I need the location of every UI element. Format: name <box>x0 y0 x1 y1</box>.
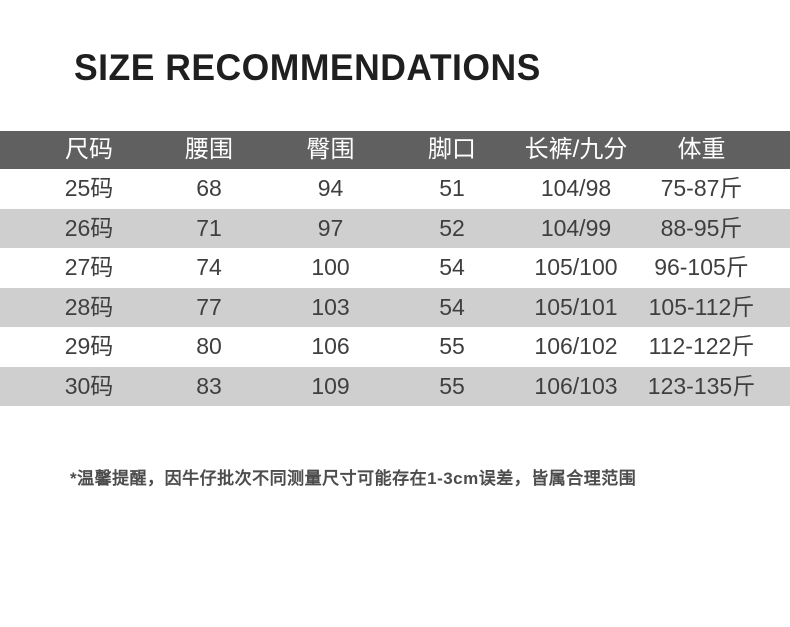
disclaimer-footnote: *温馨提醒，因牛仔批次不同测量尺寸可能存在1-3cm误差，皆属合理范围 <box>70 469 637 488</box>
column-header: 脚口 <box>391 131 513 169</box>
page-title: SIZE RECOMMENDATIONS <box>74 47 541 88</box>
table-cell: 71 <box>196 214 222 241</box>
table-cell: 104/98 <box>540 175 612 202</box>
column-header: 长裤/九分 <box>513 131 639 169</box>
column-header: 臀围 <box>270 131 391 169</box>
table-cell: 103 <box>311 293 350 320</box>
table-cell: 68 <box>196 175 222 202</box>
table-cell: 106/102 <box>534 333 618 360</box>
table-cell: 112-122斤 <box>648 333 755 360</box>
size-recommendations-table: 尺码 腰围 臀围 脚口 长裤/九分 体重 25码 68 94 51 104/98 75-87斤 26码… <box>0 131 790 406</box>
table-cell: 28码 <box>64 293 114 320</box>
table-cell: 104/99 <box>540 214 612 241</box>
table-cell: 26码 <box>64 214 114 241</box>
table-header: 尺码 腰围 臀围 脚口 长裤/九分 体重 <box>0 131 790 169</box>
table-cell: 109 <box>311 372 350 399</box>
table-cell: 52 <box>439 214 465 241</box>
table-cell: 105/100 <box>534 254 618 281</box>
table-header-row: 尺码 腰围 臀围 脚口 长裤/九分 体重 <box>0 131 790 169</box>
size-row: 25码 68 94 51 104/98 75-87斤 <box>0 169 790 209</box>
table-cell: 75-87斤 <box>660 175 743 202</box>
table-cell: 27码 <box>64 254 114 281</box>
table-cell: 55 <box>439 333 465 360</box>
table-cell: 83 <box>196 372 222 399</box>
table-cell: 30码 <box>64 372 114 399</box>
table-cell: 29码 <box>64 333 114 360</box>
table-cell: 54 <box>439 293 465 320</box>
table-cell: 55 <box>439 372 465 399</box>
size-row: 26码 71 97 52 104/99 88-95斤 <box>0 208 790 248</box>
table-cell: 97 <box>317 214 344 241</box>
column-header: 腰围 <box>148 131 270 169</box>
table-body: 25码 68 94 51 104/98 75-87斤 26码 71 97 52 104/99 88-9… <box>0 169 790 406</box>
table-cell: 77 <box>196 293 222 320</box>
column-header: 尺码 <box>0 131 148 169</box>
size-row: 28码 77 103 54 105/101 105-112斤 <box>0 287 790 327</box>
column-header: 体重 <box>639 131 790 169</box>
table-cell: 106 <box>311 333 350 360</box>
table-cell: 74 <box>196 254 222 281</box>
size-row: 29码 80 106 55 106/102 112-122斤 <box>0 327 790 367</box>
table-cell: 106/103 <box>534 372 618 399</box>
table-cell: 54 <box>439 254 465 281</box>
table-cell: 123-135斤 <box>647 372 756 399</box>
table-cell: 100 <box>311 254 350 281</box>
table-cell: 80 <box>196 333 222 360</box>
size-row: 27码 74 100 54 105/100 96-105斤 <box>0 248 790 288</box>
table-cell: 25码 <box>64 175 114 202</box>
table-cell: 96-105斤 <box>654 254 749 281</box>
size-row: 30码 83 109 55 106/103 123-135斤 <box>0 366 790 406</box>
table-cell: 94 <box>317 175 344 202</box>
table-cell: 51 <box>439 175 465 202</box>
table-cell: 105/101 <box>534 293 618 320</box>
table-cell: 105-112斤 <box>648 293 755 320</box>
table-cell: 88-95斤 <box>660 214 743 241</box>
